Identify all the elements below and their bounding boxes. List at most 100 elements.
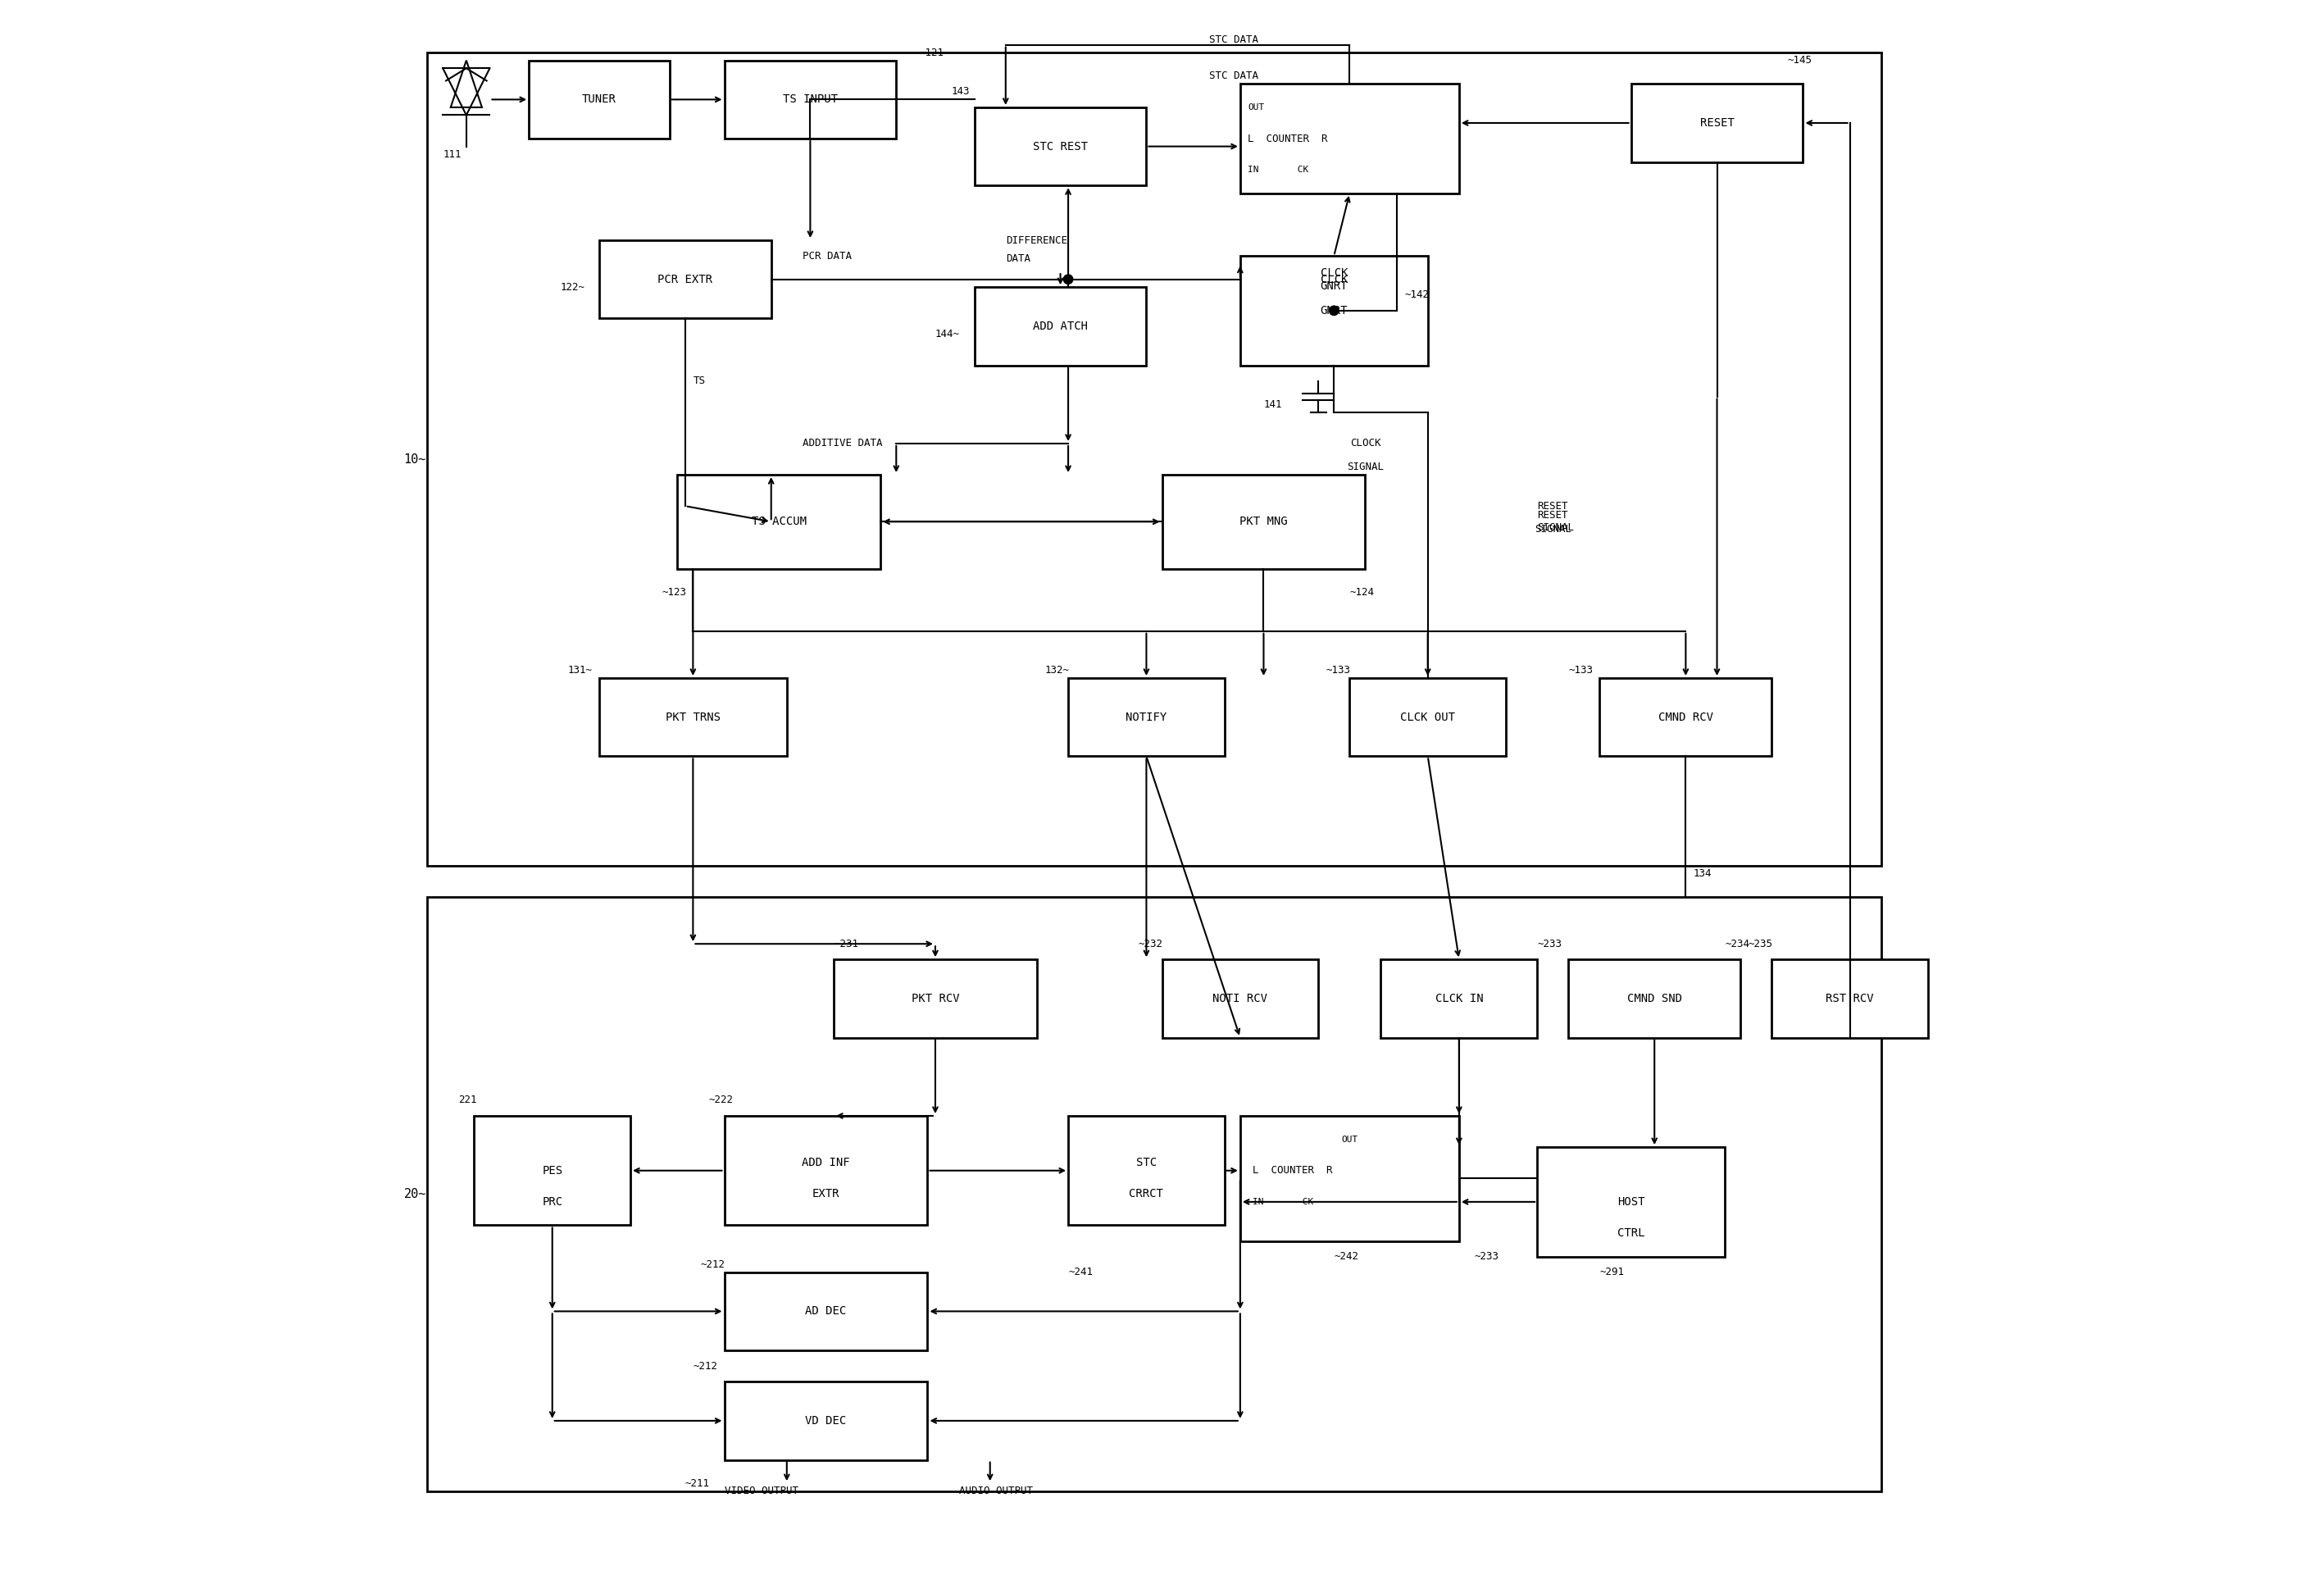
Text: OUT: OUT xyxy=(1341,1136,1357,1143)
Text: VD DEC: VD DEC xyxy=(806,1414,846,1427)
Bar xyxy=(1350,679,1506,756)
Text: 221: 221 xyxy=(458,1095,476,1106)
Bar xyxy=(1569,959,1741,1038)
Text: DIFFERENCE: DIFFERENCE xyxy=(1006,235,1067,246)
Bar xyxy=(1069,679,1225,756)
Bar xyxy=(600,679,788,756)
Bar xyxy=(1631,83,1803,162)
Bar xyxy=(725,1273,927,1350)
Text: ~211: ~211 xyxy=(686,1477,709,1488)
Text: 144~: 144~ xyxy=(934,329,960,339)
Text: SIGNAL: SIGNAL xyxy=(1348,461,1383,472)
Bar xyxy=(974,287,1146,365)
Text: 122~: 122~ xyxy=(560,282,586,293)
Text: IN       CK: IN CK xyxy=(1248,165,1308,173)
Bar xyxy=(725,1381,927,1460)
Text: PCR DATA: PCR DATA xyxy=(802,250,851,261)
Text: TS ACCUM: TS ACCUM xyxy=(751,517,806,528)
Bar xyxy=(725,60,897,139)
Text: ~232: ~232 xyxy=(1139,939,1162,950)
Text: RESET: RESET xyxy=(1538,501,1569,512)
Bar xyxy=(974,107,1146,186)
Text: AD DEC: AD DEC xyxy=(806,1306,846,1317)
Text: PKT RCV: PKT RCV xyxy=(911,992,960,1005)
Text: ADDITIVE DATA: ADDITIVE DATA xyxy=(802,438,883,449)
Text: CLCK: CLCK xyxy=(1320,274,1348,285)
Bar xyxy=(530,60,669,139)
Text: L  COUNTER  R: L COUNTER R xyxy=(1253,1166,1332,1177)
Text: IN       CK: IN CK xyxy=(1253,1197,1313,1206)
Text: 131~: 131~ xyxy=(567,665,593,676)
Text: PKT MNG: PKT MNG xyxy=(1239,517,1287,528)
Text: CMND SND: CMND SND xyxy=(1627,992,1683,1005)
Text: NOTIFY: NOTIFY xyxy=(1125,712,1167,723)
Bar xyxy=(1069,1115,1225,1225)
Text: 10~: 10~ xyxy=(404,454,425,465)
Text: TS INPUT: TS INPUT xyxy=(783,94,837,106)
Text: GNRT: GNRT xyxy=(1320,306,1348,317)
Text: PES: PES xyxy=(541,1166,562,1177)
Text: ~123: ~123 xyxy=(662,587,686,597)
Text: STC: STC xyxy=(1136,1158,1157,1169)
Text: STC DATA: STC DATA xyxy=(1208,35,1257,46)
Bar xyxy=(1599,679,1771,756)
Text: 20~: 20~ xyxy=(404,1188,425,1200)
Circle shape xyxy=(1329,306,1339,315)
Text: HOST: HOST xyxy=(1618,1195,1645,1208)
Text: ADD INF: ADD INF xyxy=(802,1158,851,1169)
Text: TS: TS xyxy=(693,375,704,386)
Text: PKT TRNS: PKT TRNS xyxy=(665,712,720,723)
Bar xyxy=(725,1115,927,1225)
Text: CMND RCV: CMND RCV xyxy=(1659,712,1713,723)
Text: ~142: ~142 xyxy=(1404,290,1429,301)
Text: PRC: PRC xyxy=(541,1195,562,1208)
Bar xyxy=(1380,959,1536,1038)
Bar xyxy=(676,474,881,569)
Text: ADD ATCH: ADD ATCH xyxy=(1032,320,1088,332)
Text: PCR EXTR: PCR EXTR xyxy=(658,274,713,285)
Bar xyxy=(474,1115,630,1225)
Text: ~133: ~133 xyxy=(1569,665,1592,676)
Text: RST RCV: RST RCV xyxy=(1827,992,1873,1005)
Text: CLOCK: CLOCK xyxy=(1350,438,1380,449)
Text: STC REST: STC REST xyxy=(1032,140,1088,153)
Bar xyxy=(1162,959,1318,1038)
Text: CLCK IN: CLCK IN xyxy=(1434,992,1483,1005)
Text: ~145: ~145 xyxy=(1787,55,1813,66)
Text: ~212: ~212 xyxy=(693,1361,718,1372)
Text: EXTR: EXTR xyxy=(811,1188,839,1200)
Bar xyxy=(1241,1115,1459,1241)
Bar xyxy=(428,896,1880,1492)
Text: 132~: 132~ xyxy=(1046,665,1069,676)
Text: TUNER: TUNER xyxy=(581,94,616,106)
Text: NOTI RCV: NOTI RCV xyxy=(1213,992,1267,1005)
Text: RESET: RESET xyxy=(1699,117,1734,129)
Text: CTRL: CTRL xyxy=(1618,1227,1645,1240)
Text: ~234: ~234 xyxy=(1724,939,1750,950)
Text: ~233: ~233 xyxy=(1536,939,1562,950)
Bar xyxy=(428,52,1880,866)
Bar xyxy=(1241,83,1459,194)
Text: DATA: DATA xyxy=(1006,254,1030,265)
Bar xyxy=(600,241,772,318)
Circle shape xyxy=(1064,274,1074,283)
Bar xyxy=(834,959,1037,1038)
Text: OUT: OUT xyxy=(1248,104,1264,112)
Text: ~231: ~231 xyxy=(834,939,858,950)
Text: RESET
SIGNAL: RESET SIGNAL xyxy=(1536,510,1573,534)
Text: ~242: ~242 xyxy=(1334,1251,1360,1262)
Text: ~222: ~222 xyxy=(709,1095,732,1106)
Text: SIGNAL: SIGNAL xyxy=(1534,524,1571,536)
Text: ~133: ~133 xyxy=(1327,665,1350,676)
Bar xyxy=(1536,1147,1724,1257)
Text: CLCK
GNRT: CLCK GNRT xyxy=(1320,266,1348,291)
Text: ~124: ~124 xyxy=(1350,587,1373,597)
Text: CLCK OUT: CLCK OUT xyxy=(1401,712,1455,723)
Bar xyxy=(1162,474,1364,569)
Bar xyxy=(1241,255,1427,365)
Text: ~291: ~291 xyxy=(1599,1266,1624,1277)
Text: ~233: ~233 xyxy=(1476,1251,1499,1262)
Text: AUDIO OUTPUT: AUDIO OUTPUT xyxy=(960,1485,1032,1496)
Text: ~235: ~235 xyxy=(1748,939,1773,950)
Text: VIDEO OUTPUT: VIDEO OUTPUT xyxy=(725,1485,797,1496)
